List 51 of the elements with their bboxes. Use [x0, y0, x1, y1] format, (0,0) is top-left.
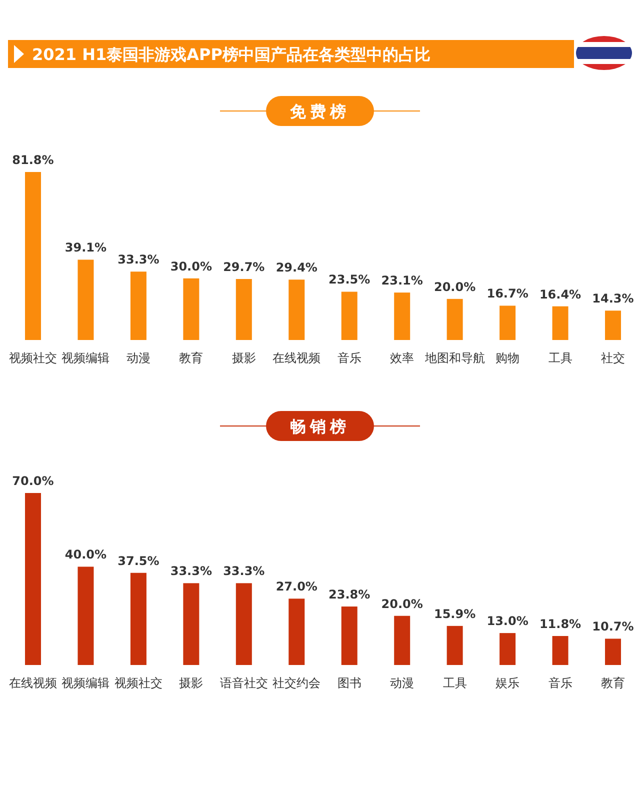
x-tick-label: 工具 — [442, 676, 467, 690]
x-tick-label: 音乐 — [548, 676, 572, 690]
data-label: 29.4% — [276, 260, 318, 275]
data-label: 23.5% — [328, 272, 370, 287]
x-tick-label: 教育 — [179, 351, 204, 365]
data-label: 40.0% — [64, 548, 107, 562]
x-tick-label: 娱乐 — [496, 676, 520, 690]
x-tick-label: 在线视频 — [9, 676, 57, 690]
data-label: 20.0% — [434, 280, 476, 294]
x-tick-label: 语音社交 — [220, 676, 268, 690]
x-tick-label: 在线视频 — [272, 351, 321, 365]
data-label: 33.3% — [223, 564, 265, 578]
data-label: 23.1% — [381, 274, 423, 288]
x-tick-label: 视频编辑 — [62, 676, 110, 690]
x-tick-label: 地图和导航 — [424, 351, 485, 365]
chart-title: 2021 H1泰国非游戏APP榜中国产品在各类型中的占比 — [32, 45, 430, 64]
x-tick-label: 效率 — [390, 351, 414, 365]
x-tick-label: 视频社交 — [9, 351, 57, 365]
chart-subtitle: 免费榜 — [289, 102, 350, 121]
x-tick-label: 视频社交 — [114, 676, 162, 690]
x-tick-label: 购物 — [496, 351, 520, 365]
x-tick-label: 动漫 — [126, 351, 150, 365]
data-label: 81.8% — [12, 153, 54, 167]
data-label: 37.5% — [118, 554, 160, 568]
data-label: 39.1% — [64, 240, 107, 255]
x-tick-label: 图书 — [337, 676, 362, 690]
chart-title: 畅销榜 — [290, 417, 350, 436]
data-label: 20.0% — [381, 596, 423, 611]
data-label: 27.0% — [276, 580, 318, 594]
x-tick-label: 动漫 — [390, 676, 414, 690]
data-label: 15.9% — [434, 606, 476, 621]
data-label: 29.7% — [223, 260, 265, 274]
data-label: 11.8% — [539, 617, 582, 632]
data-label: 16.7% — [486, 286, 528, 301]
x-tick-label: 社交约会 — [272, 676, 321, 690]
x-tick-label: 社交 — [601, 351, 625, 365]
data-label: 16.4% — [539, 287, 582, 302]
x-tick-label: 摄影 — [179, 676, 204, 690]
x-tick-label: 工具 — [548, 351, 572, 365]
data-label: 23.8% — [328, 588, 370, 602]
data-label: 33.3% — [170, 564, 212, 578]
data-label: 70.0% — [12, 474, 54, 488]
data-label: 13.0% — [486, 614, 528, 628]
data-label: 14.3% — [592, 292, 634, 306]
x-tick-label: 音乐 — [337, 351, 362, 365]
data-label: 10.7% — [592, 620, 634, 634]
data-label: 30.0% — [170, 259, 212, 274]
x-tick-label: 教育 — [601, 676, 625, 690]
x-tick-label: 视频编辑 — [62, 351, 110, 365]
x-tick-label: 摄影 — [232, 351, 256, 365]
data-label: 33.3% — [118, 252, 160, 267]
